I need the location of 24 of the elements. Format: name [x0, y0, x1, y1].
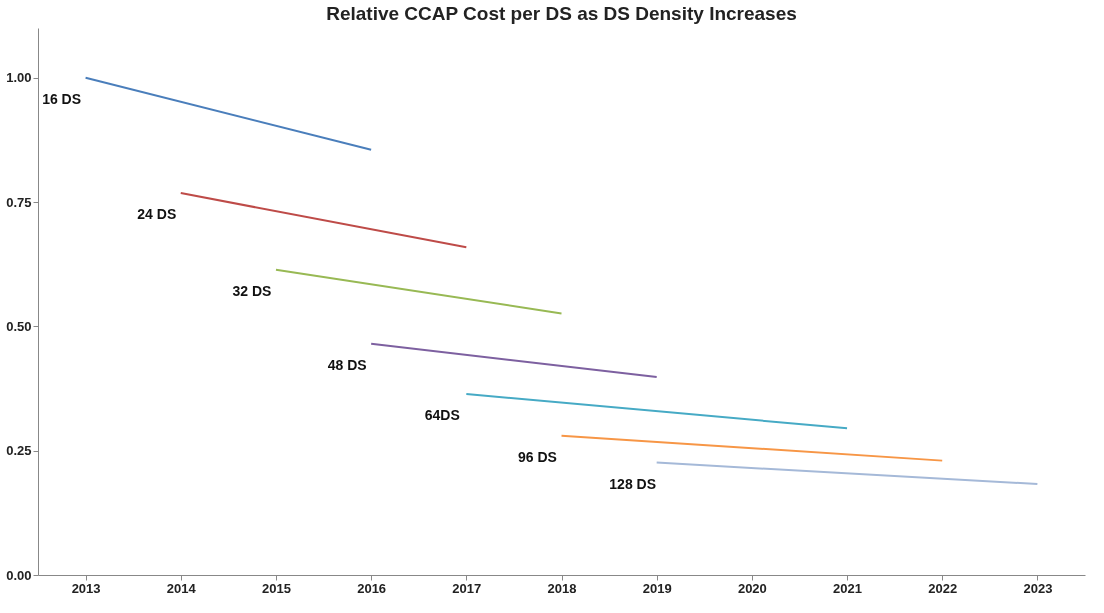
x-tick-label: 2023: [1023, 580, 1053, 596]
chart-title: Relative CCAP Cost per DS as DS Density Increases: [326, 3, 797, 24]
y-tick-label: 0.75: [6, 194, 32, 210]
y-tick-label: 0.25: [6, 443, 32, 459]
x-tick-label: 2013: [71, 580, 101, 596]
y-tick-label: 0.50: [6, 318, 32, 334]
x-tick-label: 2020: [737, 580, 767, 596]
series-label: 32 DS: [232, 282, 272, 299]
series-label: 64DS: [424, 406, 460, 423]
x-tick-label: 2018: [547, 580, 577, 596]
x-tick-label: 2015: [261, 580, 291, 596]
x-tick-label: 2021: [833, 580, 863, 596]
series-label: 128 DS: [609, 475, 657, 492]
x-tick-label: 2017: [452, 580, 482, 596]
y-tick-label: 0.00: [6, 567, 32, 583]
series-label: 48 DS: [327, 356, 367, 373]
x-tick-label: 2014: [166, 580, 197, 596]
x-tick-label: 2019: [642, 580, 672, 596]
x-tick-label: 2022: [928, 580, 958, 596]
x-tick-label: 2016: [357, 580, 387, 596]
series-label: 16 DS: [42, 90, 82, 107]
y-tick-label: 1.00: [6, 70, 32, 86]
series-label: 24 DS: [137, 206, 177, 223]
series-label: 96 DS: [518, 448, 557, 465]
